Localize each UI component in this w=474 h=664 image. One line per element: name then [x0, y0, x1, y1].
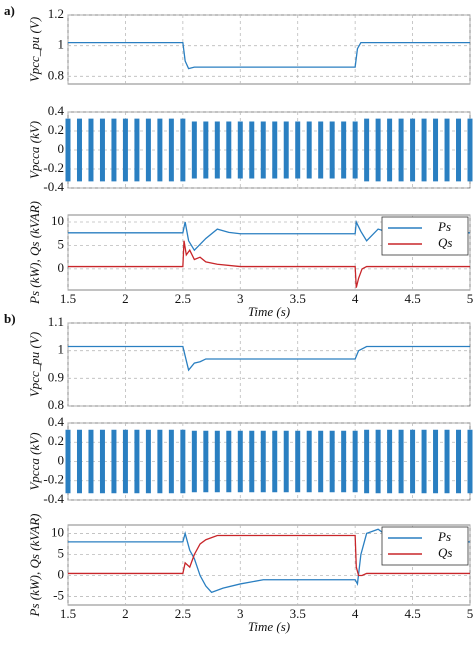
y-tick-label: 0 — [58, 260, 65, 275]
x-tick-label: 1.5 — [60, 606, 76, 621]
plot-area — [67, 322, 471, 407]
y-tick-label: 1 — [58, 37, 65, 52]
legend-label: Ps — [437, 219, 451, 234]
y-tick-label: -0.4 — [43, 491, 64, 506]
y-tick-label: 0 — [58, 452, 65, 467]
x-tick-label: 2 — [122, 291, 129, 306]
x-tick-label: 3.5 — [290, 291, 306, 306]
y-tick-label: 10 — [51, 524, 64, 539]
plot-area — [67, 14, 471, 85]
x-tick-label: 3 — [237, 291, 244, 306]
series-line — [68, 528, 470, 594]
y-axis-label: Vpcca (kV) — [27, 432, 42, 490]
y-tick-label: 1 — [58, 342, 65, 357]
y-tick-label: 0.2 — [48, 433, 64, 448]
y-axis-label: Ps (kW), Qs (kVAR) — [27, 201, 42, 305]
y-tick-label: 1.1 — [48, 314, 64, 329]
y-tick-label: 1.2 — [48, 6, 64, 21]
x-tick-label: 3 — [237, 606, 244, 621]
x-tick-label: 2.5 — [175, 291, 191, 306]
y-axis-label: Ps (kW), Qs (kVAR) — [27, 514, 42, 618]
y-tick-label: 10 — [51, 213, 64, 228]
y-tick-label: -5 — [53, 588, 64, 603]
series-line — [68, 534, 470, 577]
x-tick-label: 5 — [467, 291, 474, 306]
y-tick-label: -0.2 — [43, 472, 64, 487]
panel-label: b) — [4, 311, 16, 326]
series-line — [68, 219, 470, 252]
legend-label: Ps — [437, 529, 451, 544]
y-axis-label: Vpcc_pu (V) — [27, 17, 42, 82]
x-axis-label: Time (s) — [248, 619, 290, 634]
y-axis-label: Vpcca (kV) — [27, 121, 42, 179]
y-tick-label: 5 — [58, 545, 65, 560]
series-line — [68, 345, 470, 372]
series-line — [68, 240, 470, 288]
x-axis-label: Time (s) — [248, 304, 290, 319]
y-tick-label: 0 — [58, 567, 65, 582]
y-tick-label: 0.4 — [48, 103, 65, 118]
y-tick-label: 5 — [58, 236, 65, 251]
x-tick-label: 4.5 — [404, 291, 420, 306]
y-tick-label: 0.8 — [48, 67, 64, 82]
x-tick-label: 2.5 — [175, 606, 191, 621]
y-tick-label: -0.2 — [43, 160, 64, 175]
y-tick-label: 0.4 — [48, 414, 65, 429]
x-tick-label: 4 — [352, 291, 359, 306]
legend-box — [381, 216, 469, 256]
x-tick-label: 1.5 — [60, 291, 76, 306]
legend-label: Qs — [438, 235, 452, 250]
legend-box — [381, 526, 469, 566]
panel-label: a) — [4, 3, 15, 18]
x-tick-label: 2 — [122, 606, 129, 621]
x-tick-label: 5 — [467, 606, 474, 621]
x-tick-label: 4 — [352, 606, 359, 621]
legend-label: Qs — [438, 545, 452, 560]
y-tick-label: 0.9 — [48, 369, 64, 384]
series-line — [68, 41, 470, 70]
y-axis-label: Vpcc_pu (V) — [27, 332, 42, 397]
y-tick-label: 0.8 — [48, 397, 64, 412]
y-tick-label: -0.4 — [43, 179, 64, 194]
x-tick-label: 4.5 — [404, 606, 420, 621]
y-tick-label: 0.2 — [48, 122, 64, 137]
x-tick-label: 3.5 — [290, 606, 306, 621]
y-tick-label: 0 — [58, 141, 65, 156]
